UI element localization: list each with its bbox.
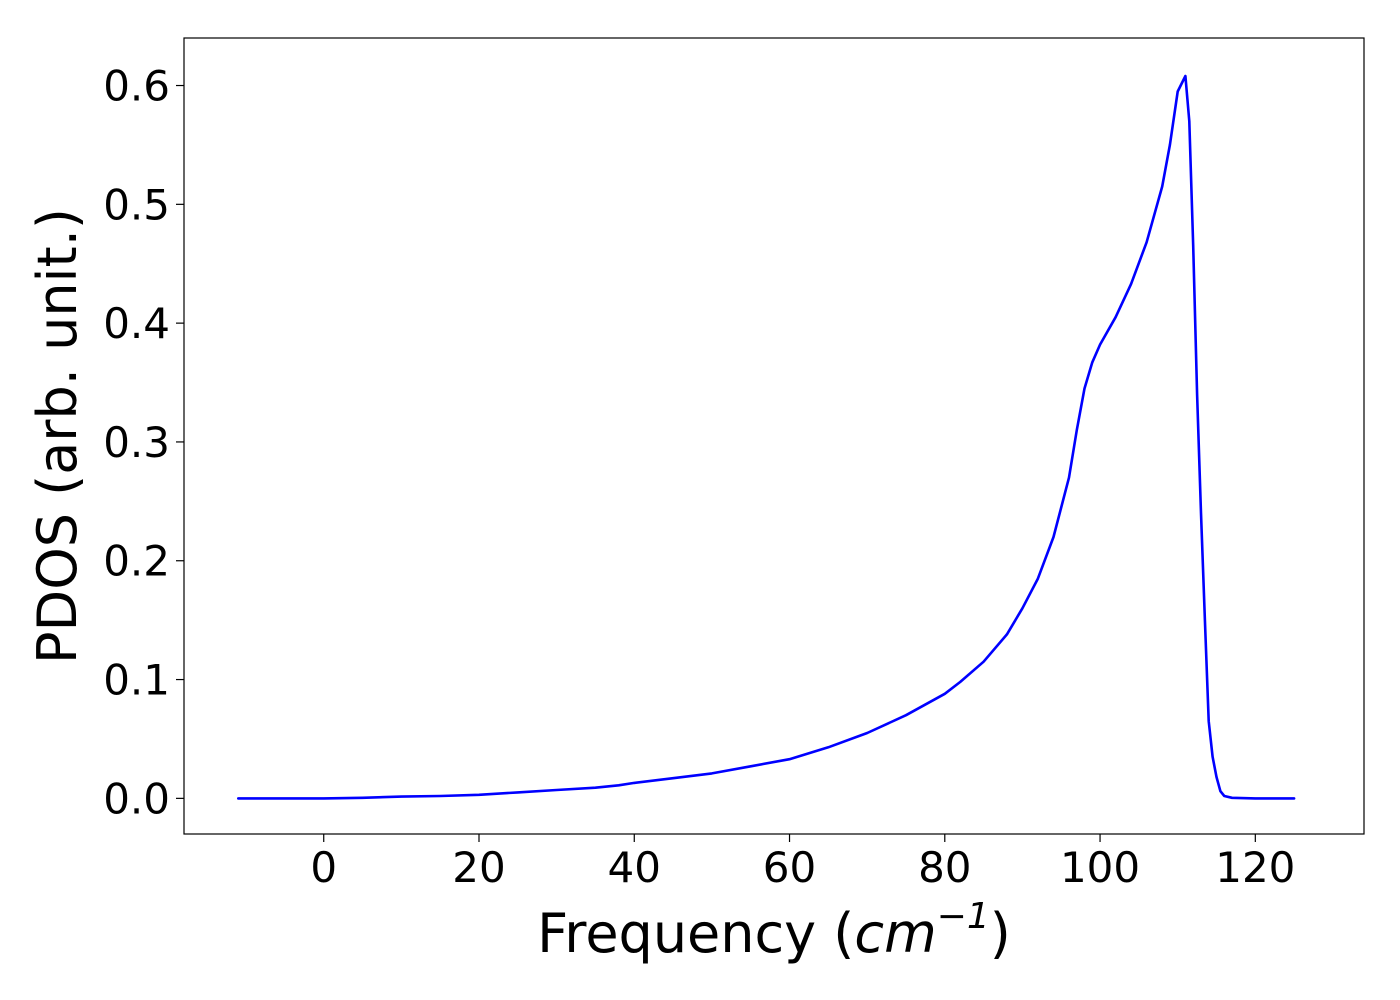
- x-axis-label-suffix: ): [990, 902, 1011, 965]
- x-axis-label-exponent: −1: [937, 896, 990, 937]
- x-tick-label: 80: [918, 843, 971, 892]
- x-tick-label: 0: [310, 843, 337, 892]
- x-axis-label: Frequency (cm−1): [537, 896, 1011, 965]
- y-tick-label: 0.0: [103, 774, 170, 823]
- y-tick-label: 0.2: [103, 537, 170, 586]
- x-tick-label: 20: [452, 843, 505, 892]
- x-tick-label: 60: [763, 843, 816, 892]
- x-axis-label-prefix: Frequency (: [537, 902, 854, 965]
- pdos-series-line: [237, 74, 1296, 800]
- y-tick-label: 0.4: [103, 299, 170, 348]
- y-tick-label: 0.1: [103, 656, 170, 705]
- plot-frame: [183, 37, 1365, 835]
- y-tick-label: 0.3: [103, 418, 170, 467]
- y-tick-label: 0.6: [103, 62, 170, 111]
- y-axis-label: PDOS (arb. unit.): [26, 208, 89, 664]
- x-tick-label: 40: [608, 843, 661, 892]
- y-tick-label: 0.5: [103, 180, 170, 229]
- tick-labels: 0 20 40 60 80 100 120 0.0 0.1 0.2 0.3 0.4 0.5 0.6: [103, 62, 1295, 892]
- x-tick-label: 100: [1060, 843, 1140, 892]
- x-tick-label: 120: [1215, 843, 1295, 892]
- series-layer: [237, 74, 1296, 800]
- axis-ticks: [176, 84, 1256, 842]
- x-axis-label-unit: cm: [854, 902, 936, 965]
